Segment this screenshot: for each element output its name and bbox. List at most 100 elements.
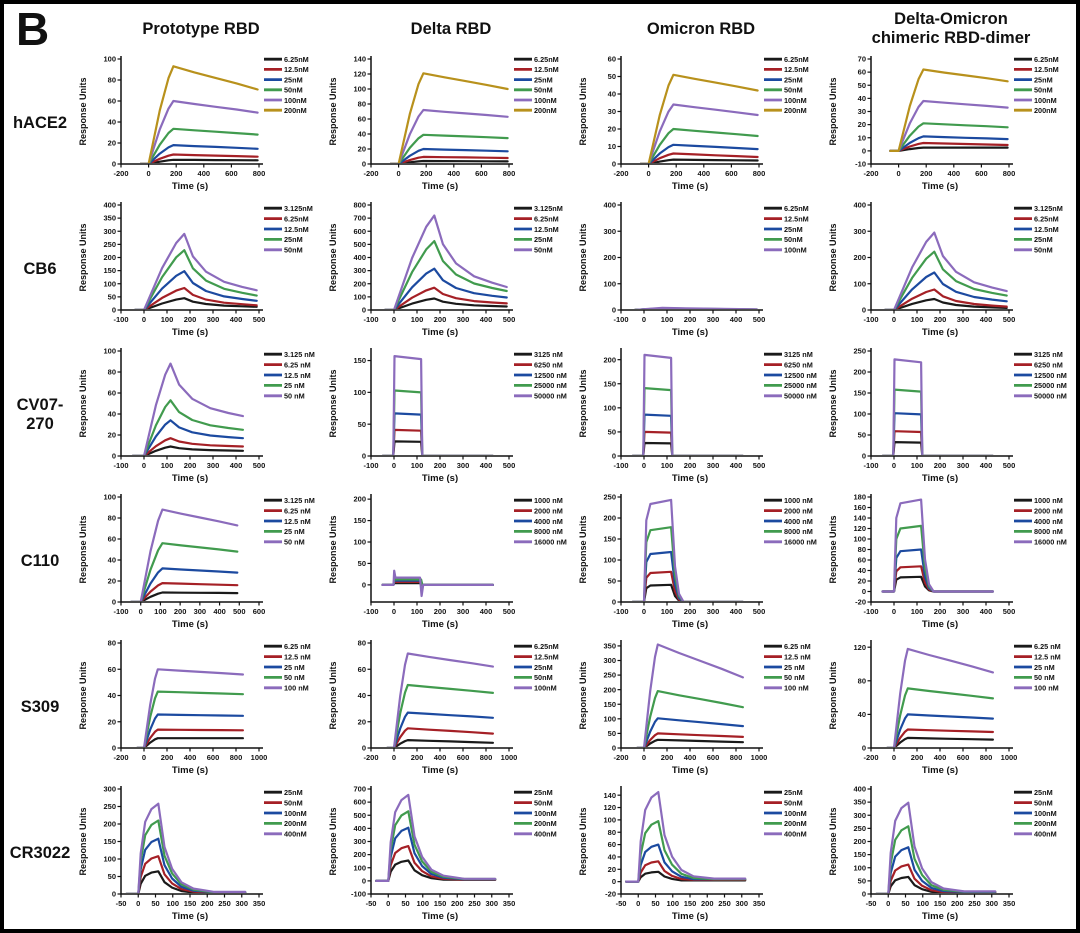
svg-text:0: 0 <box>112 598 116 607</box>
svg-text:100: 100 <box>661 315 674 324</box>
series-100nM <box>389 108 509 163</box>
svg-text:400: 400 <box>230 461 243 470</box>
svg-text:0: 0 <box>112 890 116 899</box>
svg-text:300: 300 <box>985 899 998 908</box>
legend-label: 6.25 nM <box>1034 642 1061 651</box>
svg-text:0: 0 <box>612 877 616 886</box>
panel-cell: 0 50 100 150 200 250 300 350 -200 0 200 400 600 800 10… <box>576 634 826 780</box>
legend-label: 16000 nM <box>534 538 567 547</box>
series-50000nM <box>382 355 494 455</box>
legend-label: 100 nM <box>784 684 809 693</box>
legend-label: 25nM <box>284 235 303 244</box>
svg-text:400: 400 <box>480 461 493 470</box>
svg-text:-100: -100 <box>113 607 128 616</box>
column-header-row: Prototype RBD Delta RBD Omicron RBD Delta-O… <box>4 4 1076 50</box>
legend-label: 200nM <box>534 106 557 115</box>
series-100nM <box>636 643 744 747</box>
panel-cell: 0 20 40 60 80 100 -100 0 100 200 300 400 500 600 Respo… <box>76 488 326 634</box>
svg-text:80: 80 <box>858 676 866 685</box>
legend-label: 12.5nM <box>1034 65 1059 74</box>
svg-text:150: 150 <box>353 516 366 525</box>
x-axis-label: Time (s) <box>422 181 458 192</box>
svg-text:200: 200 <box>603 514 616 523</box>
svg-text:100: 100 <box>911 461 924 470</box>
svg-text:60: 60 <box>608 840 616 849</box>
legend-label: 2000 nM <box>784 506 813 515</box>
svg-text:400: 400 <box>853 785 866 794</box>
series-12.5nM <box>134 270 258 309</box>
svg-text:500: 500 <box>503 607 516 616</box>
svg-text:0: 0 <box>362 160 366 169</box>
svg-text:140: 140 <box>353 55 366 64</box>
row-label-C110: C110 <box>20 551 60 570</box>
svg-text:500: 500 <box>353 811 366 820</box>
legend-label: 100nM <box>534 684 557 693</box>
legend-label: 25 nM <box>784 663 805 672</box>
svg-text:300: 300 <box>735 899 748 908</box>
series-25nM <box>639 143 759 163</box>
svg-text:150: 150 <box>103 837 116 846</box>
legend-label: 200nM <box>1034 106 1057 115</box>
legend-label: 16000 nM <box>1034 538 1067 547</box>
legend-label: 12.5nM <box>534 652 559 661</box>
svg-text:100: 100 <box>353 85 366 94</box>
legend-label: 6250 nM <box>534 360 563 369</box>
y-axis-label: Response Units <box>828 807 838 875</box>
panel-cell: 0 50 100 150 200 -100 0 100 200 300 400 500 Response… <box>576 342 826 488</box>
svg-text:-100: -100 <box>363 315 378 324</box>
svg-text:500: 500 <box>1003 315 1016 324</box>
svg-text:700: 700 <box>353 214 366 223</box>
y-axis-label: Response Units <box>578 223 588 291</box>
series-25nM <box>139 144 259 163</box>
legend-label: 200nM <box>534 819 557 828</box>
svg-text:500: 500 <box>753 461 766 470</box>
svg-text:200: 200 <box>661 753 674 762</box>
row-label-hACE2: hACE2 <box>12 113 68 132</box>
series-12.5nM <box>384 267 508 309</box>
svg-text:350: 350 <box>603 642 616 651</box>
svg-text:60: 60 <box>108 535 116 544</box>
svg-text:0: 0 <box>612 452 616 461</box>
column-header-1: Delta RBD <box>410 19 492 38</box>
svg-text:80: 80 <box>608 828 616 837</box>
legend-label: 12.5nM <box>284 225 309 234</box>
x-axis-label: Time (s) <box>922 619 958 630</box>
svg-text:20: 20 <box>108 139 116 148</box>
chart-row-S309: S309 0 20 40 60 80 -200 0 200 400 600 800 1000 Respon… <box>4 634 1076 780</box>
svg-text:100: 100 <box>853 279 866 288</box>
svg-text:400: 400 <box>353 253 366 262</box>
legend-label: 50nM <box>534 246 553 255</box>
svg-text:0: 0 <box>612 598 616 607</box>
series-6250nM <box>632 430 744 455</box>
svg-text:1000: 1000 <box>251 753 268 762</box>
svg-text:400: 400 <box>603 201 616 210</box>
x-axis-label: Time (s) <box>672 327 708 338</box>
svg-text:200: 200 <box>420 169 433 178</box>
svg-text:50: 50 <box>858 431 866 440</box>
series-25000nM <box>632 387 744 455</box>
panel-cell: -10 0 10 20 30 40 50 60 70 -200 0 200 400 600 800 Respo… <box>826 50 1076 196</box>
svg-text:100: 100 <box>411 607 424 616</box>
legend-label: 6.25 nM <box>284 642 311 651</box>
y-axis-label: Response Units <box>828 77 838 145</box>
svg-text:300: 300 <box>603 656 616 665</box>
svg-text:300: 300 <box>103 785 116 794</box>
series-6250nM <box>382 428 494 455</box>
svg-text:80: 80 <box>358 639 366 648</box>
series-50nM <box>139 127 259 163</box>
legend-label: 200nM <box>784 819 807 828</box>
svg-text:350: 350 <box>1003 899 1016 908</box>
series-25nM <box>889 135 1009 152</box>
legend-label: 25nM <box>284 75 303 84</box>
svg-text:100: 100 <box>166 899 179 908</box>
row-label-S309: S309 <box>20 697 60 716</box>
svg-text:250: 250 <box>718 899 731 908</box>
svg-text:50: 50 <box>901 899 909 908</box>
legend-label: 400nM <box>534 830 557 839</box>
svg-text:0: 0 <box>392 461 396 470</box>
